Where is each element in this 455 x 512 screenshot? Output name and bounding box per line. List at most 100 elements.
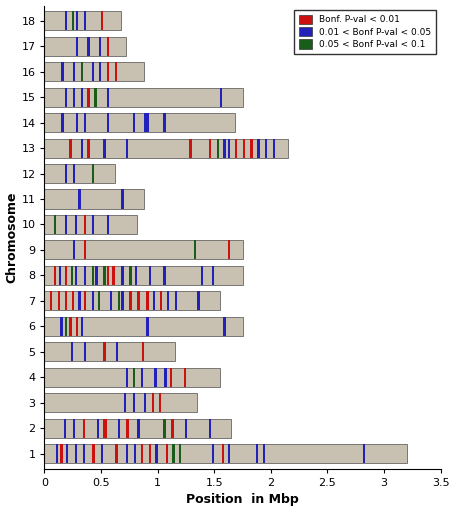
Bar xyxy=(99,62,101,81)
Bar xyxy=(121,189,124,208)
Bar xyxy=(84,342,86,361)
Bar xyxy=(115,444,118,463)
Bar xyxy=(107,37,109,56)
Bar xyxy=(257,139,259,158)
Bar xyxy=(45,11,121,30)
Bar xyxy=(98,291,100,310)
Bar xyxy=(228,139,230,158)
Bar xyxy=(185,419,187,438)
Bar xyxy=(45,113,235,132)
Bar xyxy=(223,139,226,158)
Bar xyxy=(50,291,52,310)
Bar xyxy=(87,37,90,56)
Bar xyxy=(65,88,67,106)
Bar xyxy=(170,368,172,387)
Bar xyxy=(45,164,115,183)
Bar xyxy=(92,215,94,234)
Bar xyxy=(153,291,156,310)
Bar xyxy=(164,368,167,387)
Bar xyxy=(83,419,85,438)
Bar xyxy=(92,291,94,310)
Bar xyxy=(75,266,77,285)
Bar xyxy=(135,266,137,285)
Bar xyxy=(112,266,115,285)
Bar xyxy=(124,393,126,412)
Bar xyxy=(84,215,86,234)
Bar xyxy=(92,444,96,463)
Bar xyxy=(45,88,243,106)
Bar xyxy=(59,266,61,285)
Bar xyxy=(184,368,186,387)
Bar xyxy=(45,266,243,285)
Bar xyxy=(65,164,67,183)
Bar xyxy=(263,444,265,463)
Bar xyxy=(133,393,135,412)
Bar xyxy=(96,419,99,438)
Bar xyxy=(78,189,81,208)
Bar xyxy=(45,139,288,158)
Bar xyxy=(73,241,75,260)
Bar xyxy=(363,444,365,463)
Bar xyxy=(163,113,166,132)
Bar xyxy=(103,419,107,438)
Bar xyxy=(107,215,109,234)
Bar xyxy=(116,342,118,361)
Bar xyxy=(61,317,63,336)
Bar xyxy=(69,317,71,336)
Bar xyxy=(228,444,230,463)
Bar xyxy=(71,11,74,30)
Bar xyxy=(107,62,109,81)
Bar xyxy=(76,11,78,30)
Bar xyxy=(126,444,128,463)
Bar xyxy=(73,419,75,438)
Bar xyxy=(61,444,63,463)
Bar xyxy=(81,317,83,336)
Bar xyxy=(65,215,67,234)
Bar xyxy=(126,419,129,438)
Bar xyxy=(126,368,128,387)
Bar xyxy=(256,444,258,463)
Bar xyxy=(115,62,117,81)
Bar xyxy=(83,444,85,463)
Bar xyxy=(87,139,90,158)
Bar xyxy=(103,342,106,361)
Bar xyxy=(129,291,131,310)
Bar xyxy=(137,419,140,438)
Bar xyxy=(172,444,175,463)
Bar xyxy=(87,88,90,106)
Bar xyxy=(65,317,67,336)
Bar xyxy=(78,291,81,310)
Bar xyxy=(75,215,77,234)
Bar xyxy=(54,266,56,285)
Bar xyxy=(107,266,109,285)
Bar xyxy=(208,139,211,158)
Bar xyxy=(171,419,173,438)
Bar xyxy=(222,444,224,463)
Bar xyxy=(75,444,77,463)
Bar xyxy=(45,342,175,361)
Bar xyxy=(228,241,230,260)
Bar xyxy=(45,62,144,81)
Bar xyxy=(103,139,106,158)
Bar xyxy=(92,266,94,285)
Bar xyxy=(84,11,86,30)
Bar xyxy=(220,88,222,106)
Bar xyxy=(160,291,162,310)
Bar xyxy=(92,164,94,183)
Bar xyxy=(45,215,137,234)
Bar xyxy=(152,393,154,412)
Bar xyxy=(154,368,157,387)
Bar xyxy=(134,444,136,463)
Bar xyxy=(66,444,68,463)
Bar xyxy=(101,11,103,30)
Bar xyxy=(118,419,120,438)
Bar xyxy=(45,444,407,463)
Bar xyxy=(96,266,98,285)
Bar xyxy=(142,342,144,361)
Bar xyxy=(61,113,64,132)
Bar xyxy=(64,419,66,438)
Bar xyxy=(265,139,268,158)
Bar xyxy=(197,291,200,310)
Bar xyxy=(73,88,75,106)
Bar xyxy=(76,317,78,336)
